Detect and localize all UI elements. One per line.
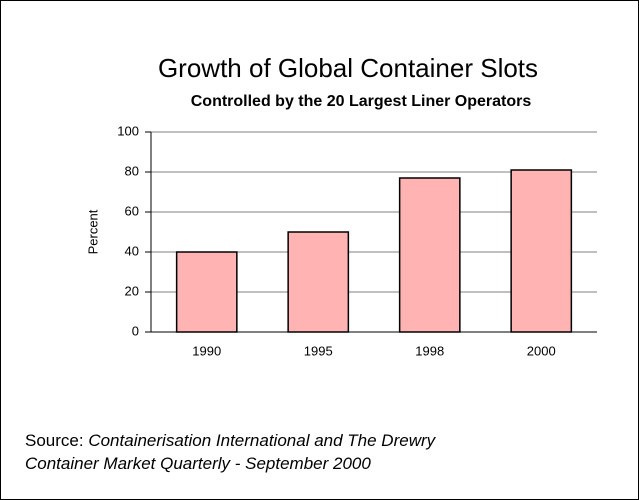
y-tick-label: 60 bbox=[125, 203, 139, 218]
bar bbox=[175, 251, 238, 333]
x-tick-label: 1998 bbox=[415, 343, 444, 358]
x-tick-label: 1995 bbox=[304, 343, 333, 358]
y-tick-label: 40 bbox=[125, 243, 139, 258]
bar bbox=[287, 231, 350, 333]
y-tick-label: 100 bbox=[117, 123, 139, 138]
chart-title: Growth of Global Container Slots bbox=[158, 53, 538, 83]
source-label: Source: bbox=[25, 431, 84, 450]
bar bbox=[510, 169, 573, 333]
bar bbox=[398, 177, 461, 333]
chart-subtitle: Controlled by the 20 Largest Liner Opera… bbox=[191, 93, 532, 110]
y-tick-label: 80 bbox=[125, 163, 139, 178]
source-line: Containerisation International and The D… bbox=[88, 431, 436, 450]
source: Source: Containerisation International a… bbox=[25, 429, 435, 475]
y-tick-label: 20 bbox=[125, 283, 139, 298]
x-tick-label: 2000 bbox=[527, 343, 556, 358]
y-axis-label: Percent bbox=[85, 209, 100, 254]
x-tick-label: 1990 bbox=[192, 343, 221, 358]
source-line: Container Market Quarterly - September 2… bbox=[25, 454, 371, 473]
y-tick-label: 0 bbox=[132, 323, 139, 338]
